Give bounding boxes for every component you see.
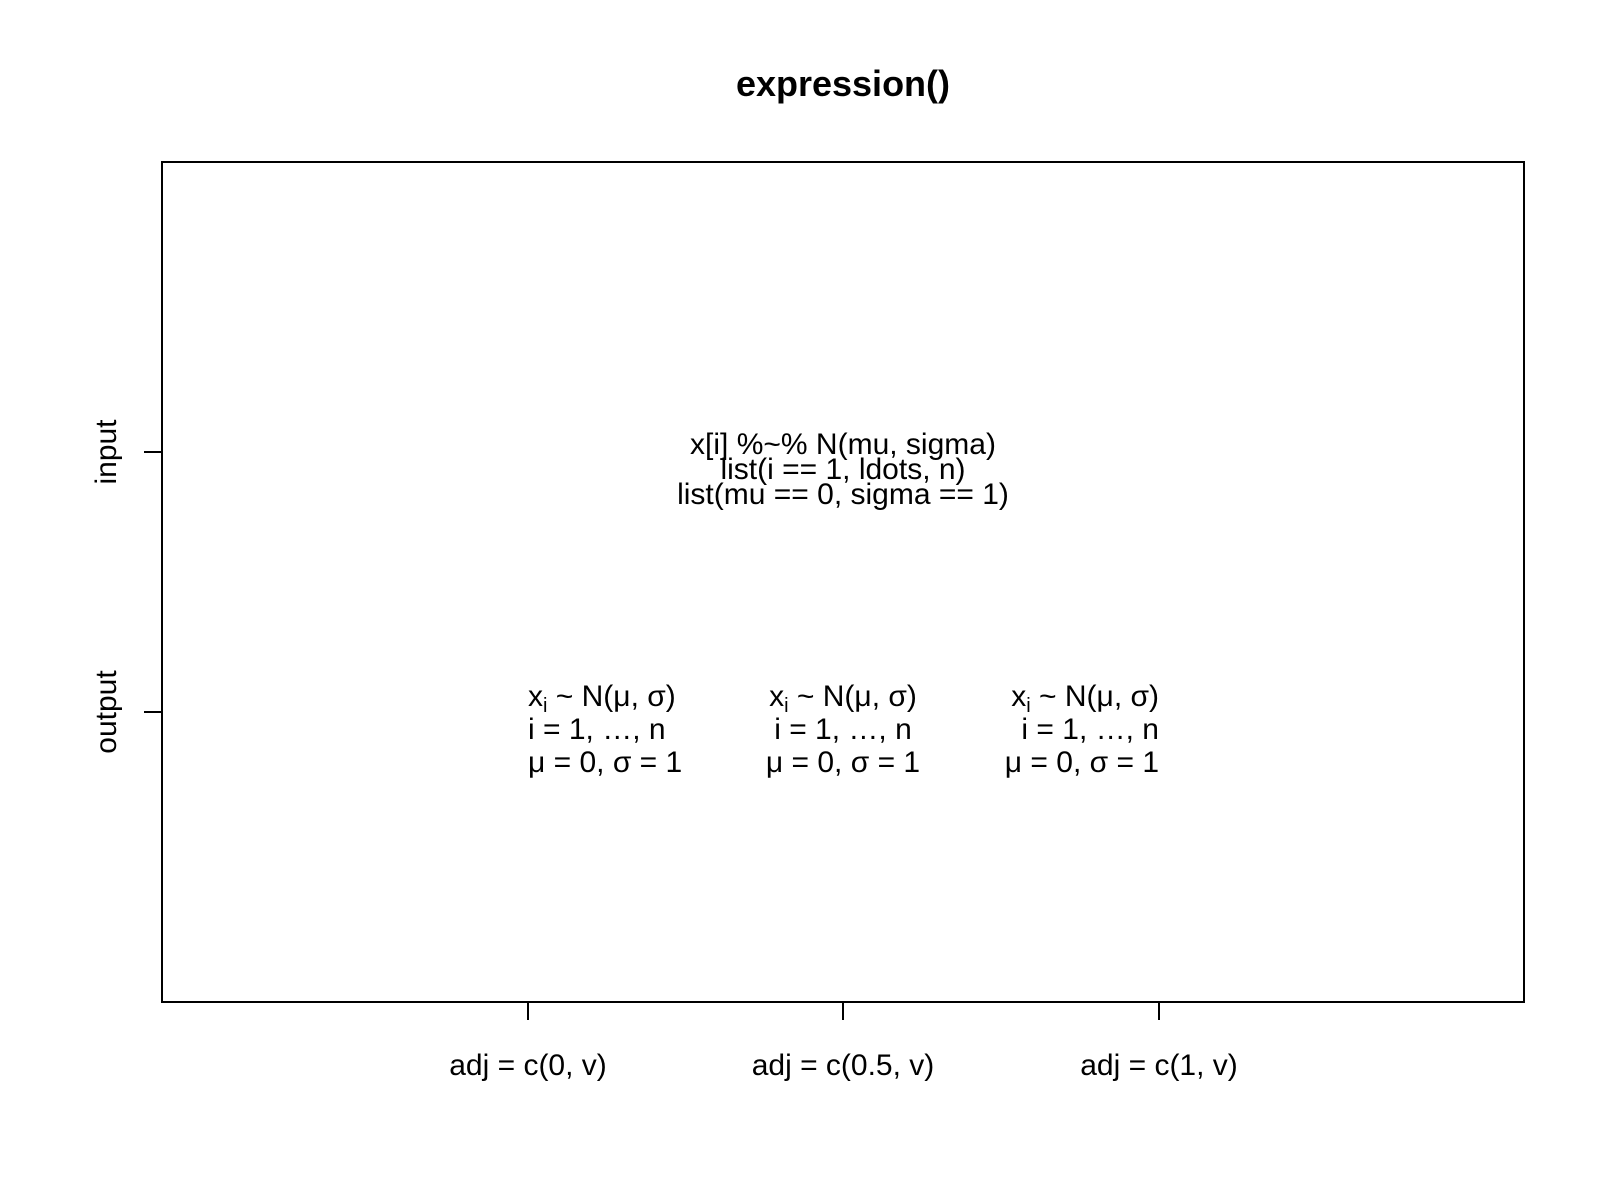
expression-part: i = 1, …, n xyxy=(774,713,912,746)
output-expression: μ = 0, σ = 1 xyxy=(528,746,682,779)
expression-part: i = 1, …, n xyxy=(1021,713,1159,746)
expression-part: ~ N(μ, σ) xyxy=(547,680,675,713)
y-tick-label: output xyxy=(90,670,123,754)
expression-part: μ = 0, σ = 1 xyxy=(766,746,920,779)
input-expression: x[i] %~% N(mu, sigma) xyxy=(690,428,996,461)
expression-part: ~ N(μ, σ) xyxy=(1031,680,1159,713)
input-expression: list(mu == 0, sigma == 1) xyxy=(677,478,1009,511)
expression-part: μ = 0, σ = 1 xyxy=(1005,746,1159,779)
expression-part: i = 1, …, n xyxy=(528,713,666,746)
expression-part: i xyxy=(1026,695,1030,717)
x-tick-label: adj = c(0.5, v) xyxy=(752,1049,935,1082)
output-expression: xi ~ N(μ, σ) xyxy=(1011,680,1159,717)
expression-part: i xyxy=(543,695,547,717)
output-expression: i = 1, …, n xyxy=(528,713,666,746)
input-expression: list(i == 1, ldots, n) xyxy=(720,453,965,486)
output-expression: i = 1, …, n xyxy=(1021,713,1159,746)
expression-part: i xyxy=(784,695,788,717)
output-expression: i = 1, …, n xyxy=(774,713,912,746)
expression-part: μ = 0, σ = 1 xyxy=(528,746,682,779)
output-expression: xi ~ N(μ, σ) xyxy=(769,680,917,717)
plot-frame xyxy=(161,161,1525,1003)
plot-title: expression() xyxy=(736,63,950,104)
expression-part: x xyxy=(769,680,784,713)
y-tick-label: input xyxy=(90,419,123,485)
output-expression: μ = 0, σ = 1 xyxy=(1005,746,1159,779)
expression-part: x xyxy=(1011,680,1026,713)
output-expression: μ = 0, σ = 1 xyxy=(766,746,920,779)
output-expression: xi ~ N(μ, σ) xyxy=(528,680,676,717)
x-tick-label: adj = c(0, v) xyxy=(449,1049,607,1082)
expression-part: ~ N(μ, σ) xyxy=(789,680,917,713)
expression-part: x xyxy=(528,680,543,713)
x-tick-label: adj = c(1, v) xyxy=(1080,1049,1238,1082)
